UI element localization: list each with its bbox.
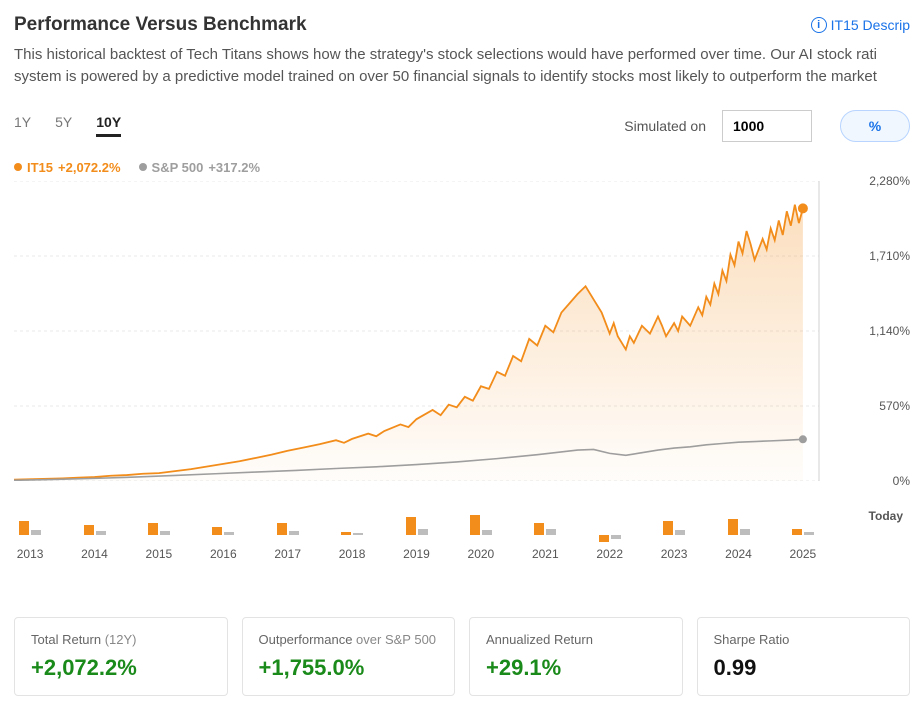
x-tick-label: 2022 <box>596 547 623 561</box>
stat-card: Outperformance over S&P 500 +1,755.0% <box>242 617 456 696</box>
y-axis-labels: 0%570%1,140%1,710%2,280% <box>865 181 910 481</box>
chart-svg <box>14 181 864 481</box>
stat-card: Annualized Return +29.1% <box>469 617 683 696</box>
year-bar-group <box>599 528 621 535</box>
year-bar-b <box>160 531 170 535</box>
x-tick-label: 2018 <box>339 547 366 561</box>
year-bar-b <box>611 535 621 539</box>
x-tick-label: 2023 <box>661 547 688 561</box>
year-bar-a <box>212 527 222 535</box>
year-bar-group <box>19 521 41 535</box>
year-bar-group <box>84 525 106 535</box>
year-bar-b <box>482 530 492 535</box>
x-tick-label: 2024 <box>725 547 752 561</box>
year-bar-group <box>212 527 234 535</box>
stat-title: Total Return (12Y) <box>31 632 211 647</box>
year-bar-group <box>728 519 750 535</box>
x-tick-label: 2025 <box>790 547 817 561</box>
year-bar-a <box>599 535 609 542</box>
tab-5y[interactable]: 5Y <box>55 114 72 137</box>
y-tick-label: 570% <box>879 399 910 413</box>
y-tick-label: 0% <box>893 474 910 488</box>
year-bar-b <box>740 529 750 535</box>
x-tick-label: 2020 <box>468 547 495 561</box>
stat-value: 0.99 <box>714 655 894 681</box>
chart-legend: IT15 +2,072.2% S&P 500 +317.2% <box>14 160 910 175</box>
x-tick-label: 2019 <box>403 547 430 561</box>
x-tick-label: 2017 <box>274 547 301 561</box>
x-axis-labels: 2013 2014 2015 2016 2017 2018 2019 2020 2021 2022… <box>14 547 865 567</box>
year-bar-b <box>31 530 41 535</box>
year-bar-group <box>663 521 685 535</box>
stat-title: Sharpe Ratio <box>714 632 894 647</box>
year-bar-group <box>277 523 299 535</box>
year-bar-group <box>534 523 556 535</box>
year-bar-group <box>470 515 492 535</box>
range-tabs: 1Y 5Y 10Y <box>14 114 121 137</box>
page-title: Performance Versus Benchmark <box>14 14 307 36</box>
year-bar-b <box>804 532 814 535</box>
x-tick-label: 2015 <box>146 547 173 561</box>
y-tick-label: 1,710% <box>869 249 910 263</box>
percent-toggle[interactable]: % <box>840 110 910 142</box>
x-tick-label: 2013 <box>17 547 44 561</box>
x-tick-label: 2014 <box>81 547 108 561</box>
year-bar-b <box>418 529 428 535</box>
today-label: Today <box>869 509 903 523</box>
year-bar-b <box>96 531 106 535</box>
year-bar-a <box>148 523 158 535</box>
year-bar-a <box>277 523 287 535</box>
year-bar-a <box>663 521 673 535</box>
legend-val-b: +317.2% <box>208 160 260 175</box>
stat-card: Total Return (12Y) +2,072.2% <box>14 617 228 696</box>
description-link[interactable]: i IT15 Descrip <box>811 17 910 33</box>
year-bar-a <box>534 523 544 535</box>
stats-row: Total Return (12Y) +2,072.2% Outperformanc… <box>14 617 910 696</box>
stat-value: +1,755.0% <box>259 655 439 681</box>
year-bar-a <box>470 515 480 535</box>
legend-dot-b <box>139 163 147 171</box>
stat-value: +2,072.2% <box>31 655 211 681</box>
legend-val-a: +2,072.2% <box>58 160 121 175</box>
legend-dot-a <box>14 163 22 171</box>
year-bar-a <box>341 532 351 535</box>
simulated-on-label: Simulated on <box>624 118 706 134</box>
year-bar-a <box>84 525 94 535</box>
year-bar-b <box>224 532 234 535</box>
legend-name-b: S&P 500 <box>152 160 204 175</box>
simulated-on-input[interactable] <box>722 110 812 142</box>
description-text: This historical backtest of Tech Titans … <box>14 44 910 88</box>
year-bar-group <box>341 532 363 535</box>
year-bar-a <box>792 529 802 535</box>
year-bar-b <box>546 529 556 535</box>
description-link-label: IT15 Descrip <box>831 17 910 33</box>
legend-item-sp500: S&P 500 +317.2% <box>139 160 260 175</box>
yearly-bars: Today <box>14 515 865 545</box>
tab-1y[interactable]: 1Y <box>14 114 31 137</box>
legend-item-it15: IT15 +2,072.2% <box>14 160 121 175</box>
stat-title: Outperformance over S&P 500 <box>259 632 439 647</box>
year-bar-a <box>406 517 416 535</box>
tab-10y[interactable]: 10Y <box>96 114 121 137</box>
stat-value: +29.1% <box>486 655 666 681</box>
x-tick-label: 2021 <box>532 547 559 561</box>
x-tick-label: 2016 <box>210 547 237 561</box>
year-bar-a <box>19 521 29 535</box>
year-bar-group <box>792 529 814 535</box>
stat-card: Sharpe Ratio 0.99 <box>697 617 911 696</box>
y-tick-label: 1,140% <box>869 324 910 338</box>
year-bar-b <box>675 530 685 535</box>
performance-chart: 0%570%1,140%1,710%2,280% <box>14 181 910 521</box>
info-icon: i <box>811 17 827 33</box>
year-bar-group <box>406 517 428 535</box>
legend-name-a: IT15 <box>27 160 53 175</box>
stat-title: Annualized Return <box>486 632 666 647</box>
year-bar-b <box>353 533 363 535</box>
year-bar-a <box>728 519 738 535</box>
y-tick-label: 2,280% <box>869 174 910 188</box>
year-bar-b <box>289 531 299 535</box>
year-bar-group <box>148 523 170 535</box>
